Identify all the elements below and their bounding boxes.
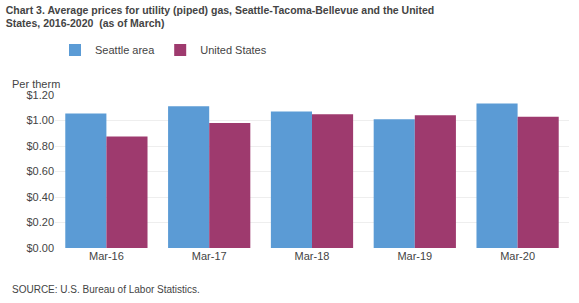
svg-text:$0.00: $0.00 xyxy=(26,242,54,254)
svg-text:Seattle area: Seattle area xyxy=(95,44,155,56)
svg-text:SOURCE: U.S. Bureau of Labor S: SOURCE: U.S. Bureau of Labor Statistics. xyxy=(12,284,200,295)
svg-text:Mar-18: Mar-18 xyxy=(295,250,330,262)
svg-text:Mar-20: Mar-20 xyxy=(500,250,535,262)
svg-text:Per therm: Per therm xyxy=(12,78,60,90)
svg-text:$0.60: $0.60 xyxy=(26,165,54,177)
svg-text:Mar-17: Mar-17 xyxy=(192,250,227,262)
svg-text:Chart 3. Average prices for ut: Chart 3. Average prices for utility (pip… xyxy=(6,4,434,30)
svg-text:Mar-16: Mar-16 xyxy=(89,250,124,262)
svg-text:$1.20: $1.20 xyxy=(26,89,54,101)
svg-text:$0.80: $0.80 xyxy=(26,140,54,152)
svg-text:$0.40: $0.40 xyxy=(26,191,54,203)
svg-text:United States: United States xyxy=(200,44,267,56)
svg-text:Mar-19: Mar-19 xyxy=(397,250,432,262)
svg-text:$0.20: $0.20 xyxy=(26,216,54,228)
svg-text:$1.00: $1.00 xyxy=(26,114,54,126)
